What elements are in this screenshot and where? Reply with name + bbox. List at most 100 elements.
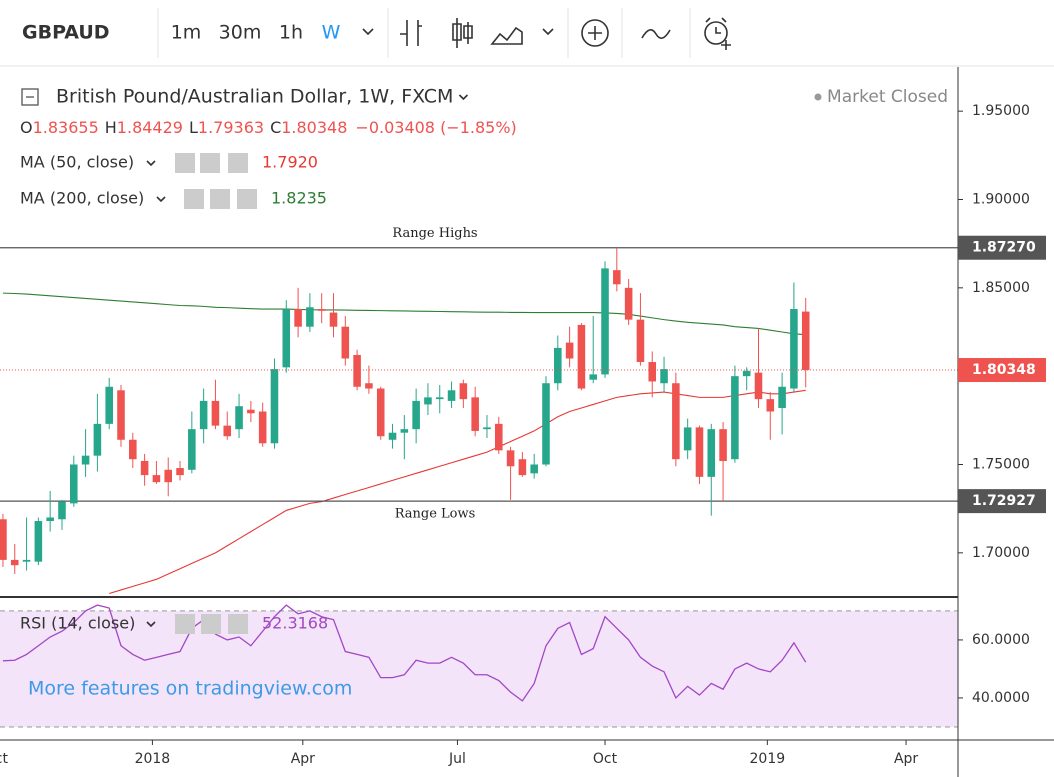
rsi-background	[0, 610, 958, 728]
candle-body	[81, 455, 90, 465]
price-label: 1.87270	[972, 240, 1036, 256]
y-tick-label: 1.85000	[972, 280, 1030, 296]
compare-plus	[588, 26, 602, 40]
ohlc-value: 1.83655	[33, 118, 99, 137]
title-dropdown[interactable]	[458, 94, 469, 101]
study-buttons	[175, 153, 248, 173]
candle-body	[58, 501, 66, 520]
candle-body	[719, 429, 727, 461]
legend-label: MA (200, close)	[20, 189, 144, 208]
candle-body	[624, 287, 633, 320]
candle-body	[105, 386, 113, 424]
candle-body	[801, 311, 810, 371]
price-label-bg	[958, 235, 1046, 260]
status-dot	[814, 93, 822, 101]
alert-hands	[705, 17, 731, 50]
candle-body	[270, 369, 279, 444]
candle-body	[731, 376, 739, 460]
x-tick-label: Oct	[0, 751, 8, 767]
candle-body	[778, 386, 786, 408]
candle-body	[790, 309, 798, 389]
candle-body	[10, 559, 19, 566]
legend-value: 1.8235	[271, 189, 327, 208]
dropdown[interactable]	[542, 28, 554, 36]
ma-line	[2, 292, 806, 336]
candle-body	[424, 397, 432, 405]
bars-icon[interactable]	[400, 20, 422, 46]
legend-dropdown[interactable]	[156, 196, 166, 203]
rsi-pane	[2, 604, 807, 702]
rsi-label: RSI (14, close)	[20, 614, 135, 633]
symbol[interactable]: GBPAUD	[22, 22, 110, 44]
collapse-icon[interactable]	[21, 88, 39, 106]
range-annotation: Range Lows	[395, 507, 476, 522]
compare-icon[interactable]	[581, 19, 609, 47]
area-icon[interactable]	[490, 26, 523, 45]
candle-body	[247, 409, 255, 414]
x-tick-label: Apr	[894, 751, 918, 767]
settings-button[interactable]	[200, 153, 220, 173]
eye-button[interactable]	[175, 153, 195, 173]
interval[interactable]: 1m	[171, 22, 202, 44]
candle-body	[683, 427, 692, 451]
candle-body	[565, 342, 574, 359]
candle-body	[554, 347, 562, 384]
eye-button[interactable]	[175, 614, 195, 634]
candle-body	[542, 383, 550, 465]
interval[interactable]: 30m	[219, 22, 262, 44]
dropdown[interactable]	[362, 28, 374, 36]
eye-button[interactable]	[184, 189, 204, 209]
interval-active[interactable]: W	[322, 22, 341, 44]
candle-body	[140, 460, 149, 476]
candle-body	[329, 312, 338, 327]
alert-icon[interactable]	[704, 21, 728, 45]
y-tick-label: 1.95000	[972, 103, 1030, 119]
axes: 1.95000 1.90000 1.85000 1.75000 1.70000 Oct 20…	[0, 103, 1046, 767]
y-tick-label: 1.75000	[972, 457, 1030, 473]
watermark[interactable]: More features on tradingview.com	[28, 678, 352, 700]
candle-body	[766, 399, 775, 412]
close-button[interactable]	[228, 614, 248, 634]
range-annotation: Range Highs	[392, 226, 477, 241]
candle-body	[506, 450, 515, 467]
indicators-icon[interactable]	[641, 29, 671, 39]
candle-body	[93, 423, 102, 456]
ohlc-value: 1.84429	[117, 118, 183, 137]
ohlc-value: 1.80348	[281, 118, 347, 137]
price-label-bg	[958, 489, 1046, 514]
close-button[interactable]	[228, 153, 248, 173]
settings-button[interactable]	[210, 189, 230, 209]
candle-body	[317, 309, 326, 311]
candle-body	[754, 372, 763, 400]
y-tick-label: 40.0000	[972, 690, 1030, 706]
candle-body	[22, 559, 31, 562]
candle-body	[365, 383, 373, 389]
candle-body	[258, 411, 267, 444]
candles-icon[interactable]	[452, 18, 473, 48]
price-label: 1.80348	[972, 362, 1036, 378]
settings-button[interactable]	[201, 614, 221, 634]
y-tick-label: 1.70000	[972, 545, 1030, 561]
candle-body	[235, 406, 243, 430]
legend-dropdown[interactable]	[146, 160, 156, 167]
legend-dropdown[interactable]	[146, 621, 156, 628]
close-button[interactable]	[237, 189, 257, 209]
candle-body	[660, 369, 668, 384]
candle-body	[282, 309, 291, 368]
ohlc-key: H	[105, 118, 117, 137]
interval[interactable]: 1h	[279, 22, 303, 44]
ohlc-key: C	[270, 118, 281, 137]
candle-body	[34, 521, 43, 562]
y-tick-label: 1.90000	[972, 192, 1030, 208]
ohlc-key: L	[189, 118, 198, 137]
candle-body	[672, 383, 680, 460]
candle-body	[46, 517, 54, 522]
x-tick-label: Oct	[593, 751, 618, 767]
candle-body	[188, 429, 196, 470]
market-status: Market Closed	[827, 87, 948, 107]
ohlc-value: 1.79363	[198, 118, 264, 137]
candle-body	[601, 268, 609, 375]
candle-body	[376, 388, 385, 437]
y-tick-label: 60.0000	[972, 632, 1030, 648]
candle-body	[176, 468, 184, 476]
